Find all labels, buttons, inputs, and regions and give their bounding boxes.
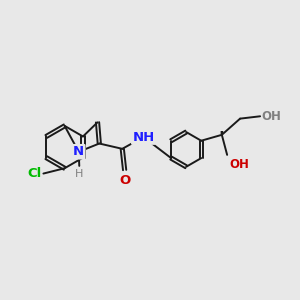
Text: Cl: Cl	[27, 167, 42, 180]
Text: ·: ·	[217, 122, 225, 146]
Text: H: H	[75, 169, 83, 179]
Text: N: N	[73, 145, 84, 158]
Text: O: O	[119, 174, 130, 187]
Text: OH: OH	[229, 158, 249, 171]
Text: OH: OH	[262, 110, 282, 123]
Text: NH: NH	[132, 130, 154, 143]
